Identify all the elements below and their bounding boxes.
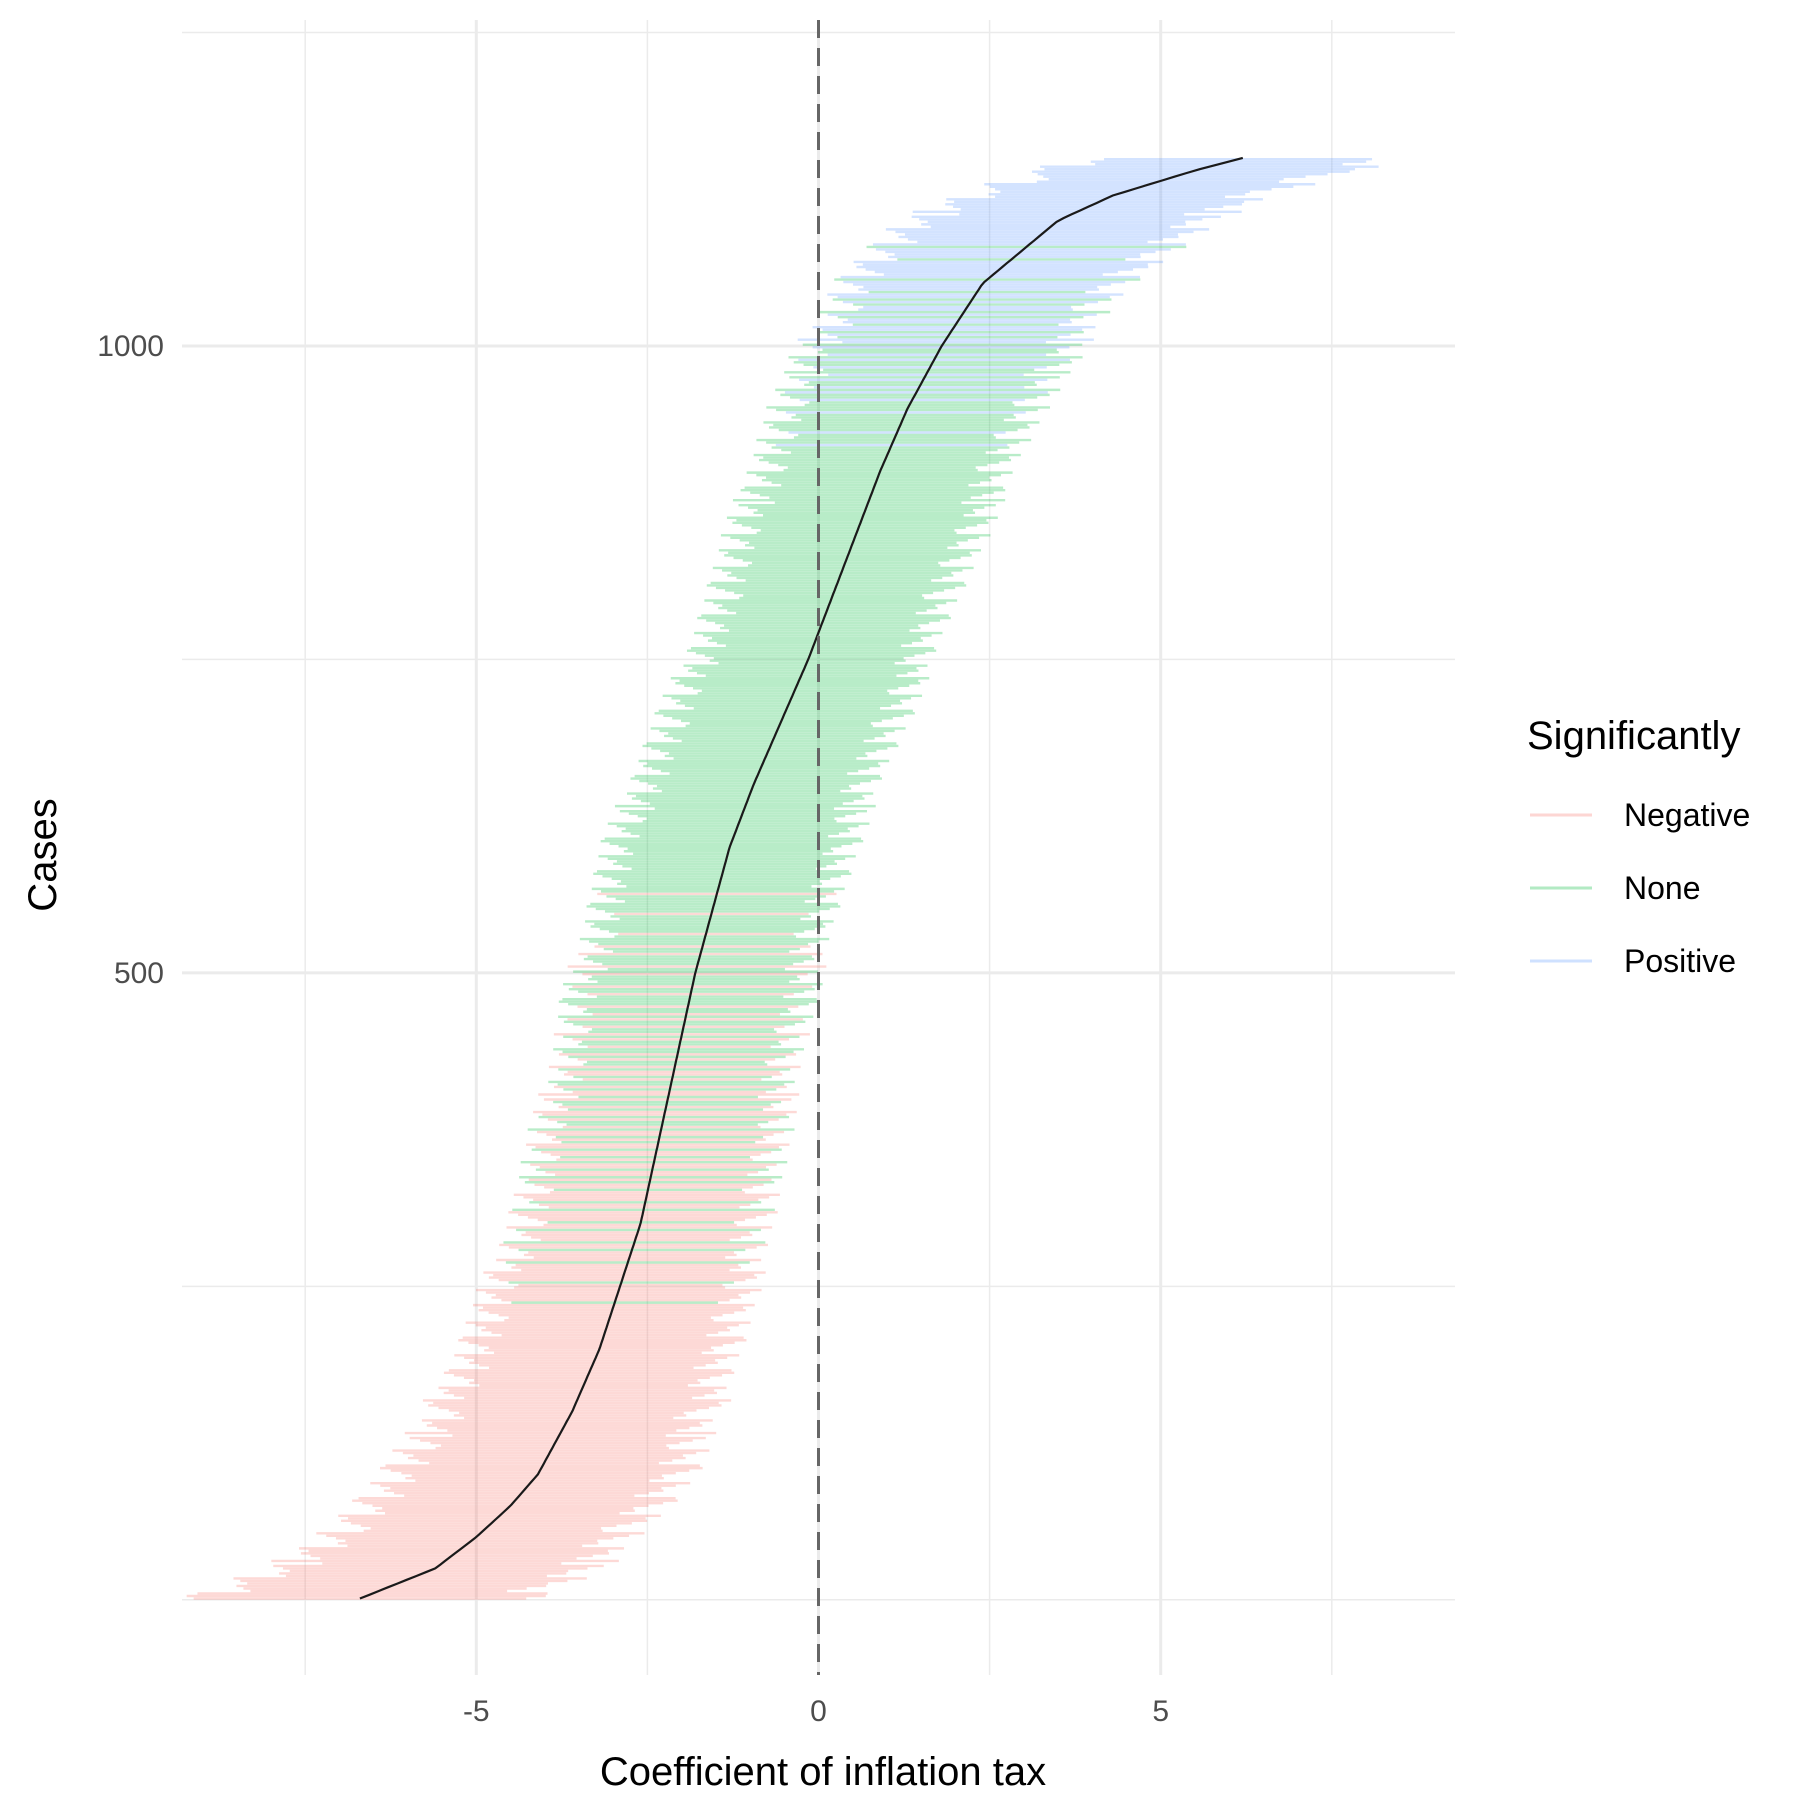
estimate-curve	[359, 156, 1244, 1600]
x-tick-label: 5	[1152, 1695, 1169, 1728]
x-tick-label: 0	[810, 1695, 827, 1728]
confidence-intervals	[186, 157, 1379, 1600]
legend-label: None	[1624, 870, 1701, 906]
x-tick-label: -5	[463, 1695, 490, 1728]
legend: Significantly Negative None Positive	[1527, 714, 1750, 979]
legend-entry-negative: Negative	[1530, 797, 1750, 833]
y-tick-label: 1000	[97, 330, 164, 363]
legend-entries: Negative None Positive	[1530, 797, 1750, 979]
legend-entry-positive: Positive	[1530, 943, 1736, 979]
legend-entry-none: None	[1530, 870, 1701, 906]
y-tick-label: 500	[114, 957, 164, 990]
legend-label: Positive	[1624, 943, 1736, 979]
legend-title: Significantly	[1527, 714, 1740, 758]
x-axis-title: Coefficient of inflation tax	[600, 1750, 1046, 1794]
estimate-curve-layer	[359, 156, 1244, 1600]
tick-labels: -5 0 5 500 1000	[97, 330, 1169, 1728]
y-axis-title: Cases	[21, 798, 65, 911]
legend-label: Negative	[1624, 797, 1750, 833]
